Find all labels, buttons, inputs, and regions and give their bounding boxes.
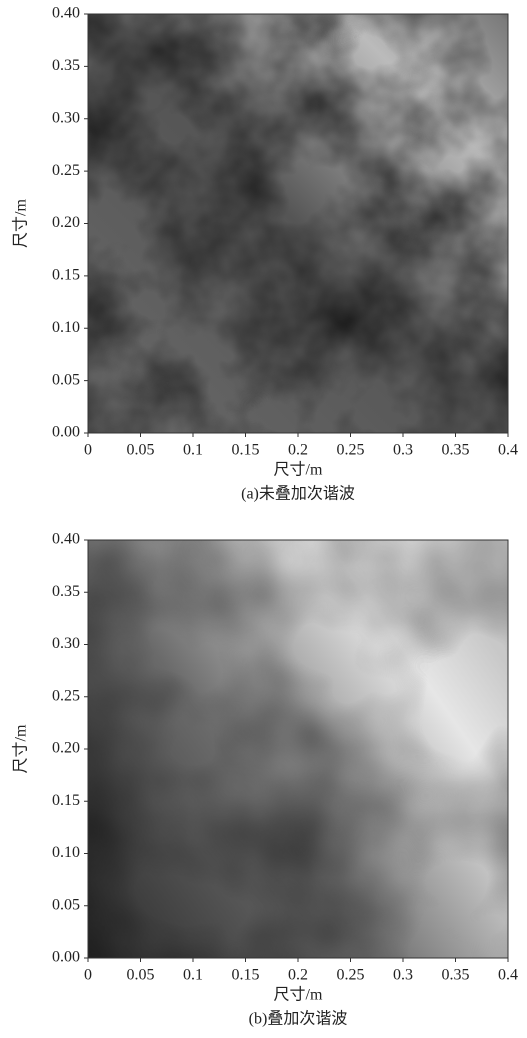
y-axis-label: 尺寸/m [12,199,30,248]
y-tick-label: 0.15 [52,267,80,284]
y-tick-label: 0.40 [52,531,80,548]
y-tick-label: 0.35 [52,583,80,600]
x-tick-label: 0 [84,967,92,984]
x-tick-label: 0.05 [127,442,155,459]
x-axis-label: 尺寸/m [274,461,323,479]
x-tick-label: 0.35 [442,442,470,459]
y-tick-label: 0.25 [52,162,80,179]
y-axis-label: 尺寸/m [12,724,30,773]
y-tick-label: 0.35 [52,57,80,74]
caption: (b)叠加次谐波 [249,1010,348,1028]
x-tick-label: 0.3 [393,967,413,984]
x-tick-label: 0.2 [288,442,308,459]
y-tick-label: 0.20 [52,214,80,231]
y-tick-label: 0.20 [52,740,80,757]
y-tick-label: 0.00 [52,949,80,966]
x-tick-label: 0.4 [498,442,518,459]
figure: 0 0.05 0.1 0.15 0.2 0.25 0.3 0.35 0.4 0.00 0.05 0.1… [0,0,527,1038]
x-tick-label: 0.25 [337,442,365,459]
y-tick-label: 0.30 [52,109,80,126]
x-tick-label: 0.15 [232,442,260,459]
x-tick-label: 0.1 [183,442,203,459]
x-tick-label: 0.1 [183,967,203,984]
x-tick-label: 0.25 [337,967,365,984]
y-tick-label: 0.05 [52,896,80,913]
y-tick-label: 0.00 [52,424,80,441]
y-tick-label: 0.25 [52,687,80,704]
x-tick-label: 0.05 [127,967,155,984]
x-tick-label: 0.35 [442,967,470,984]
x-axis-label: 尺寸/m [274,986,323,1004]
x-tick-label: 0.2 [288,967,308,984]
y-tick-label: 0.15 [52,792,80,809]
heatmap-texture-dark [88,540,508,958]
caption: (a)未叠加次谐波 [241,485,355,503]
y-tick-label: 0.30 [52,635,80,652]
heatmap-texture-dark [88,14,508,433]
x-tick-label: 0.3 [393,442,413,459]
x-tick-label: 0.4 [498,967,518,984]
y-tick-label: 0.05 [52,371,80,388]
y-tick-label: 0.10 [52,844,80,861]
y-tick-label: 0.40 [52,5,80,22]
x-tick-label: 0.15 [232,967,260,984]
y-tick-label: 0.10 [52,319,80,336]
x-tick-label: 0 [84,442,92,459]
